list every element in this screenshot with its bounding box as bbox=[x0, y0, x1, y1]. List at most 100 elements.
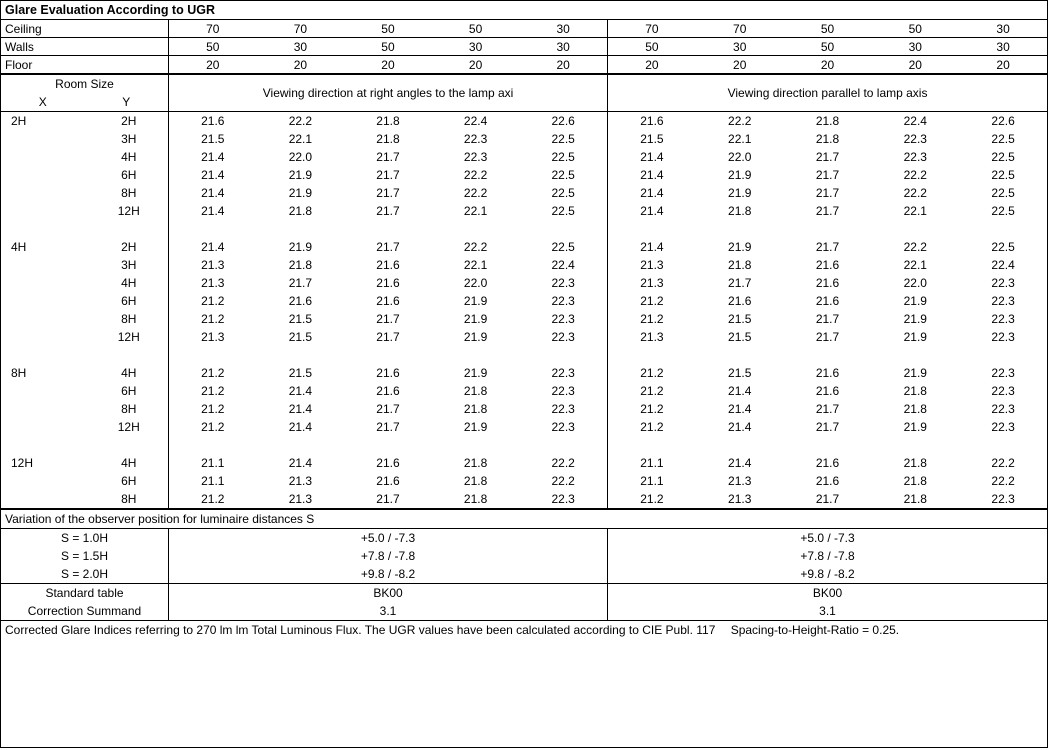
ugr-cell: 21.9 bbox=[257, 238, 345, 256]
ugr-cell: 22.3 bbox=[519, 328, 607, 346]
ugr-cell: 21.2 bbox=[608, 364, 696, 382]
std-value: BK00 bbox=[169, 584, 608, 602]
ugr-cell: 22.2 bbox=[519, 472, 607, 490]
y-value: 4H bbox=[90, 274, 169, 292]
ugr-cell: 21.7 bbox=[784, 400, 872, 418]
ugr-cell: 21.9 bbox=[871, 418, 959, 436]
y-value: 4H bbox=[90, 364, 169, 382]
data-area: 2H2H21.622.221.822.422.621.622.221.822.4… bbox=[1, 112, 1047, 508]
data-row: 4H21.321.721.622.022.321.321.721.622.022… bbox=[1, 274, 1047, 292]
y-value: 2H bbox=[90, 112, 169, 130]
ugr-cell: 22.2 bbox=[432, 238, 520, 256]
ugr-cell: 21.1 bbox=[608, 454, 696, 472]
ugr-cell: 22.2 bbox=[519, 454, 607, 472]
x-value bbox=[1, 490, 90, 508]
ugr-cell: 21.8 bbox=[784, 112, 872, 130]
ugr-cell: 21.9 bbox=[257, 166, 345, 184]
header-cell: 70 bbox=[696, 20, 784, 37]
ugr-cell: 21.2 bbox=[608, 418, 696, 436]
ugr-cell: 21.4 bbox=[169, 184, 257, 202]
ugr-cell: 22.2 bbox=[871, 184, 959, 202]
ugr-cell: 21.4 bbox=[169, 238, 257, 256]
x-value: 2H bbox=[1, 112, 90, 130]
room-y-label: Y bbox=[85, 93, 169, 111]
ugr-cell: 22.3 bbox=[959, 400, 1047, 418]
ugr-cell: 22.1 bbox=[432, 256, 520, 274]
x-value bbox=[1, 274, 90, 292]
y-value: 3H bbox=[90, 130, 169, 148]
section-header: Room Size X Y Viewing direction at right… bbox=[1, 74, 1047, 112]
ugr-cell: 21.8 bbox=[871, 472, 959, 490]
s-label: S = 1.0H bbox=[1, 529, 169, 547]
ugr-cell: 21.2 bbox=[608, 400, 696, 418]
ugr-cell: 21.8 bbox=[432, 472, 520, 490]
ugr-cell: 21.6 bbox=[784, 256, 872, 274]
x-value bbox=[1, 292, 90, 310]
ugr-cell: 22.2 bbox=[871, 166, 959, 184]
footer-note: Corrected Glare Indices referring to 270… bbox=[1, 620, 1047, 639]
ugr-cell: 22.3 bbox=[519, 418, 607, 436]
data-row: 12H21.321.521.721.922.321.321.521.721.92… bbox=[1, 328, 1047, 346]
header-cell: 30 bbox=[257, 38, 345, 55]
x-value bbox=[1, 310, 90, 328]
view-direction-right: Viewing direction parallel to lamp axis bbox=[608, 75, 1047, 111]
ugr-cell: 21.6 bbox=[344, 472, 432, 490]
ugr-cell: 22.5 bbox=[519, 130, 607, 148]
ugr-cell: 21.4 bbox=[257, 400, 345, 418]
ugr-cell: 21.8 bbox=[871, 454, 959, 472]
data-row: 8H21.221.521.721.922.321.221.521.721.922… bbox=[1, 310, 1047, 328]
ugr-cell: 21.4 bbox=[257, 418, 345, 436]
ugr-cell: 21.2 bbox=[169, 418, 257, 436]
s-value: +9.8 / -8.2 bbox=[608, 565, 1047, 583]
ugr-cell: 21.9 bbox=[696, 166, 784, 184]
ugr-cell: 22.3 bbox=[959, 418, 1047, 436]
header-cell: 30 bbox=[959, 38, 1047, 55]
ugr-cell: 22.2 bbox=[959, 472, 1047, 490]
ugr-cell: 21.7 bbox=[784, 166, 872, 184]
ugr-cell: 21.4 bbox=[696, 382, 784, 400]
variation-title: Variation of the observer position for l… bbox=[1, 508, 1047, 529]
y-value: 4H bbox=[90, 148, 169, 166]
ugr-cell: 21.8 bbox=[432, 490, 520, 508]
ugr-cell: 22.5 bbox=[519, 184, 607, 202]
ugr-cell: 22.3 bbox=[959, 490, 1047, 508]
ugr-cell: 21.8 bbox=[257, 202, 345, 220]
ugr-cell: 21.3 bbox=[169, 328, 257, 346]
ugr-cell: 21.7 bbox=[344, 238, 432, 256]
ugr-cell: 21.6 bbox=[344, 292, 432, 310]
ugr-cell: 22.4 bbox=[519, 256, 607, 274]
data-row: 2H2H21.622.221.822.422.621.622.221.822.4… bbox=[1, 112, 1047, 130]
x-value bbox=[1, 328, 90, 346]
ugr-cell: 21.2 bbox=[608, 310, 696, 328]
ugr-cell: 21.2 bbox=[608, 490, 696, 508]
ugr-cell: 21.8 bbox=[344, 130, 432, 148]
header-cell: 30 bbox=[871, 38, 959, 55]
ugr-cell: 21.7 bbox=[344, 310, 432, 328]
ugr-cell: 21.1 bbox=[169, 454, 257, 472]
s-rows: S = 1.0H+5.0 / -7.3+5.0 / -7.3S = 1.5H+7… bbox=[1, 529, 1047, 583]
data-row: 8H21.421.921.722.222.521.421.921.722.222… bbox=[1, 184, 1047, 202]
ugr-cell: 21.6 bbox=[696, 292, 784, 310]
ugr-cell: 21.2 bbox=[608, 382, 696, 400]
ugr-cell: 21.9 bbox=[696, 238, 784, 256]
ugr-cell: 22.6 bbox=[959, 112, 1047, 130]
ugr-cell: 22.0 bbox=[432, 274, 520, 292]
header-cell: 20 bbox=[784, 56, 872, 73]
ugr-cell: 21.2 bbox=[169, 490, 257, 508]
ugr-cell: 21.9 bbox=[432, 292, 520, 310]
ugr-cell: 22.3 bbox=[959, 364, 1047, 382]
ugr-cell: 21.1 bbox=[608, 472, 696, 490]
header-cell: 30 bbox=[432, 38, 520, 55]
ugr-cell: 21.7 bbox=[696, 274, 784, 292]
ugr-cell: 21.3 bbox=[169, 256, 257, 274]
s-value: +5.0 / -7.3 bbox=[169, 529, 608, 547]
view-direction-left: Viewing direction at right angles to the… bbox=[169, 75, 608, 111]
s-row: S = 1.5H+7.8 / -7.8+7.8 / -7.8 bbox=[1, 547, 1047, 565]
ugr-cell: 21.4 bbox=[169, 166, 257, 184]
ugr-cell: 21.6 bbox=[784, 382, 872, 400]
x-value bbox=[1, 202, 90, 220]
ugr-cell: 21.9 bbox=[696, 184, 784, 202]
ugr-cell: 21.7 bbox=[344, 202, 432, 220]
header-cell: 50 bbox=[344, 38, 432, 55]
ugr-cell: 21.7 bbox=[784, 148, 872, 166]
